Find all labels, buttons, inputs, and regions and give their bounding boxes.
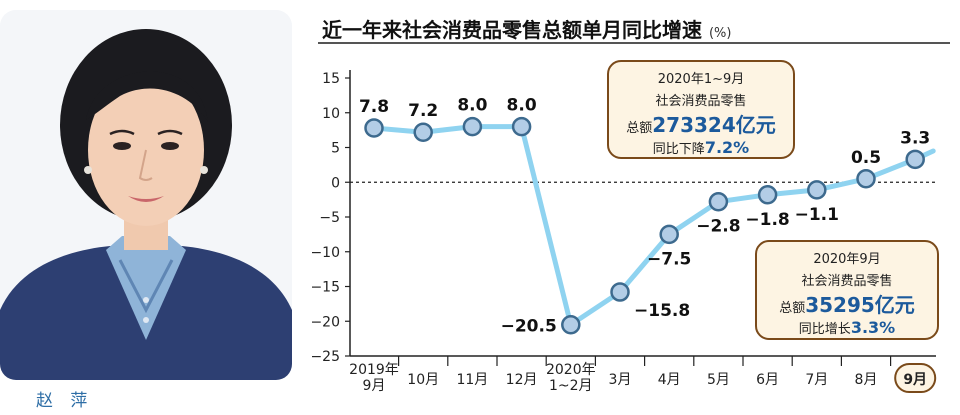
x-axis-dividers bbox=[397, 356, 892, 366]
x-label-highlight bbox=[894, 363, 937, 393]
callout-september: 2020年9月 社会消费品零售 总额35295亿元 同比增长3.3% bbox=[755, 240, 939, 340]
y-tick-label: −5 bbox=[319, 210, 340, 226]
x-tick-label: 9月 bbox=[363, 378, 386, 394]
data-point bbox=[511, 116, 532, 137]
callout-september-total-value: 35295亿元 bbox=[805, 293, 915, 317]
data-point bbox=[561, 314, 581, 335]
data-label: 7.2 bbox=[408, 101, 438, 121]
data-label: −1.8 bbox=[745, 210, 789, 230]
data-point bbox=[659, 224, 679, 245]
data-label: −1.1 bbox=[795, 205, 839, 225]
x-tick-label: 2020年 bbox=[546, 362, 596, 378]
x-tick-label: 6月 bbox=[756, 372, 779, 388]
y-tick-label: −25 bbox=[310, 349, 340, 365]
data-points bbox=[364, 116, 925, 335]
callout-jan-sep: 2020年1~9月 社会消费品零售 总额273324亿元 同比下降7.2% bbox=[607, 60, 795, 159]
x-tick-label: 10月 bbox=[407, 372, 439, 388]
portrait-photo bbox=[0, 10, 292, 380]
callout-september-period: 2020年9月 bbox=[813, 252, 881, 267]
y-tick-label: 5 bbox=[331, 141, 340, 157]
y-tick-label: 0 bbox=[331, 175, 340, 191]
callout-september-change-prefix: 同比增长 bbox=[798, 322, 851, 337]
callout-september-change-value: 3.3% bbox=[850, 318, 896, 337]
callout-jan-sep-change-prefix: 同比下降 bbox=[652, 142, 705, 157]
x-tick-label: 8月 bbox=[855, 372, 878, 388]
y-tick-label: −15 bbox=[310, 280, 340, 296]
y-tick-label: 15 bbox=[322, 71, 340, 87]
data-point bbox=[462, 116, 483, 137]
x-tick-label: 2019年 bbox=[349, 362, 399, 378]
data-label: −15.8 bbox=[634, 301, 690, 321]
caption-name: 赵 萍 bbox=[36, 391, 94, 411]
callout-jan-sep-period: 2020年1~9月 bbox=[657, 72, 745, 87]
callout-september-total-prefix: 总额 bbox=[779, 301, 806, 316]
data-point bbox=[413, 122, 433, 142]
data-label: 7.8 bbox=[359, 97, 389, 117]
x-tick-label: 7月 bbox=[805, 372, 828, 388]
data-label: −2.8 bbox=[696, 217, 740, 237]
portrait-illustration bbox=[0, 10, 292, 380]
data-label: 3.3 bbox=[900, 128, 930, 148]
callout-jan-sep-total: 总额273324亿元 bbox=[609, 109, 793, 138]
data-point bbox=[905, 149, 925, 170]
data-point bbox=[708, 191, 729, 212]
chart-title: 近一年来社会消费品零售总额单月同比增速 (%) bbox=[322, 14, 731, 43]
y-tick-label: −10 bbox=[310, 245, 340, 261]
x-tick-label: 4月 bbox=[658, 372, 681, 388]
callout-jan-sep-total-value: 273324亿元 bbox=[652, 113, 776, 137]
data-point bbox=[364, 118, 384, 138]
data-labels: 7.8 7.2 8.0 8.0 −20.5 −15.8 −7.5−2.8 −1.8 −1.1 0.… bbox=[359, 96, 930, 337]
y-tick-label: −20 bbox=[310, 314, 340, 330]
chart-title-text: 近一年来社会消费品零售总额单月同比增速 bbox=[322, 18, 702, 42]
data-point bbox=[610, 282, 630, 302]
data-label: 8.0 bbox=[457, 96, 487, 116]
chart-title-unit: (%) bbox=[708, 26, 732, 41]
x-tick-label: 12月 bbox=[506, 372, 538, 388]
callout-jan-sep-total-prefix: 总额 bbox=[626, 121, 653, 136]
title-rule bbox=[318, 42, 950, 44]
callout-jan-sep-change-value: 7.2% bbox=[704, 138, 750, 157]
callout-september-change: 同比增长3.3% bbox=[757, 318, 937, 337]
callout-jan-sep-change: 同比下降7.2% bbox=[609, 138, 793, 157]
x-tick-label: 3月 bbox=[609, 372, 632, 388]
data-label: −7.5 bbox=[647, 249, 691, 269]
data-label: 0.5 bbox=[851, 148, 881, 168]
x-tick-label: 1~2月 bbox=[549, 378, 593, 394]
data-point bbox=[757, 185, 778, 205]
data-label: −20.5 bbox=[501, 317, 557, 337]
data-point bbox=[856, 169, 876, 189]
x-tick-label: 9月 bbox=[903, 372, 927, 388]
x-tick-label: 11月 bbox=[456, 372, 488, 388]
data-label: 8.0 bbox=[507, 96, 537, 116]
data-point bbox=[807, 180, 827, 200]
y-tick-label: 10 bbox=[322, 106, 340, 122]
callout-september-subject: 社会消费品零售 bbox=[801, 274, 893, 289]
callout-jan-sep-subject: 社会消费品零售 bbox=[655, 94, 747, 109]
photo-caption: 赵 萍 bbox=[0, 382, 300, 415]
x-tick-label: 5月 bbox=[707, 372, 730, 388]
callout-september-total: 总额35295亿元 bbox=[757, 289, 937, 318]
y-axis-ticks: 15 10 5 0 −5 −10 −15 −20 −25 bbox=[310, 71, 350, 365]
